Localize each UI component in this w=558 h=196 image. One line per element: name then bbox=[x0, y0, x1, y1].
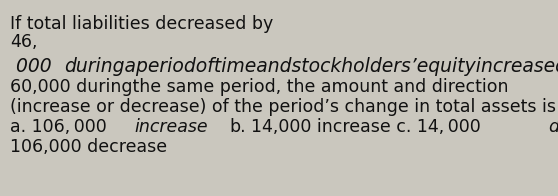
Text: 46,: 46, bbox=[10, 33, 37, 51]
Text: If total liabilities decreased by: If total liabilities decreased by bbox=[10, 15, 273, 33]
Text: 000: 000 bbox=[10, 57, 52, 76]
Text: b.: b. bbox=[230, 118, 247, 136]
Text: 106,000 decrease: 106,000 decrease bbox=[10, 138, 167, 156]
Text: decreased.: decreased. bbox=[548, 118, 558, 136]
Text: 14,000 increase c. 14, 000: 14,000 increase c. 14, 000 bbox=[251, 118, 481, 136]
Text: duringaperiodoftimeandstockholders’equityincreasedby: duringaperiodoftimeandstockholders’equit… bbox=[64, 57, 558, 76]
Text: 60,000 duringthe same period, the amount and direction: 60,000 duringthe same period, the amount… bbox=[10, 78, 508, 96]
Text: (increase or decrease) of the period’s change in total assets is a: (increase or decrease) of the period’s c… bbox=[10, 98, 558, 116]
Text: a. 106, 000: a. 106, 000 bbox=[10, 118, 107, 136]
Text: increase: increase bbox=[135, 118, 209, 136]
